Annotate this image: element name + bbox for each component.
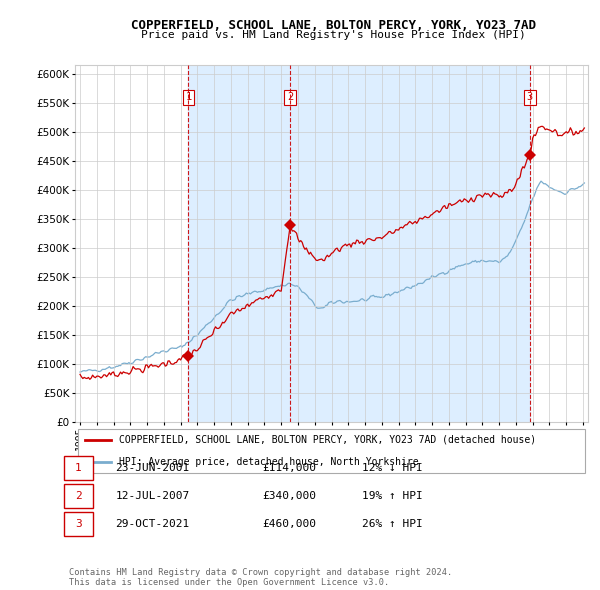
Text: Contains HM Land Registry data © Crown copyright and database right 2024.
This d: Contains HM Land Registry data © Crown c…: [69, 568, 452, 587]
Text: 3: 3: [75, 519, 82, 529]
Text: 2: 2: [287, 92, 293, 102]
Text: 1: 1: [75, 463, 82, 473]
Text: 12-JUL-2007: 12-JUL-2007: [115, 491, 190, 501]
Text: 2: 2: [75, 491, 82, 501]
Text: 12% ↓ HPI: 12% ↓ HPI: [362, 463, 423, 473]
Text: HPI: Average price, detached house, North Yorkshire: HPI: Average price, detached house, Nort…: [119, 457, 418, 467]
FancyBboxPatch shape: [64, 484, 93, 509]
Text: 19% ↑ HPI: 19% ↑ HPI: [362, 491, 423, 501]
FancyBboxPatch shape: [64, 456, 93, 480]
Text: COPPERFIELD, SCHOOL LANE, BOLTON PERCY, YORK, YO23 7AD (detached house): COPPERFIELD, SCHOOL LANE, BOLTON PERCY, …: [119, 435, 536, 445]
Text: COPPERFIELD, SCHOOL LANE, BOLTON PERCY, YORK, YO23 7AD: COPPERFIELD, SCHOOL LANE, BOLTON PERCY, …: [131, 19, 536, 32]
Text: £114,000: £114,000: [263, 463, 317, 473]
Text: 26% ↑ HPI: 26% ↑ HPI: [362, 519, 423, 529]
Text: 23-JUN-2001: 23-JUN-2001: [115, 463, 190, 473]
FancyBboxPatch shape: [64, 512, 93, 536]
Text: £340,000: £340,000: [263, 491, 317, 501]
Text: 1: 1: [185, 92, 191, 102]
Text: £460,000: £460,000: [263, 519, 317, 529]
Text: 3: 3: [527, 92, 533, 102]
Text: 29-OCT-2021: 29-OCT-2021: [115, 519, 190, 529]
Bar: [188, 65, 530, 422]
Text: Price paid vs. HM Land Registry's House Price Index (HPI): Price paid vs. HM Land Registry's House …: [140, 30, 526, 40]
